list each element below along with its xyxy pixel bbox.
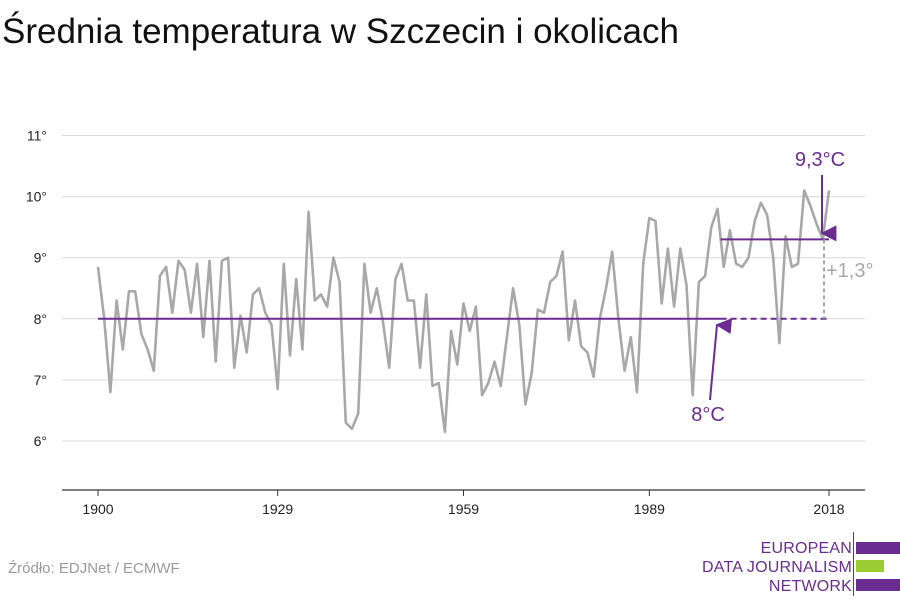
logo-bar-purple-1: [856, 542, 900, 554]
x-tick-label: 1929: [262, 501, 293, 517]
annotations: 9,3°C 8°C +1,3°: [691, 149, 873, 426]
logo-line-2: DATA JOURNALISM: [702, 559, 852, 576]
baseline-label: 8°C: [691, 404, 725, 426]
logo-divider: [853, 532, 854, 596]
x-tick-label: 1959: [448, 501, 479, 517]
x-tick-label: 1900: [82, 501, 113, 517]
y-tick-label: 6°: [34, 433, 47, 449]
recent-average-label: 9,3°C: [795, 149, 845, 171]
x-tick-label: 2018: [813, 501, 844, 517]
delta-label: +1,3°: [826, 260, 873, 282]
y-tick-label: 11°: [27, 128, 47, 144]
logo-bar-green: [856, 560, 884, 572]
logo-line-3: NETWORK: [768, 578, 852, 595]
y-tick-label: 8°: [34, 311, 47, 327]
temperature-line: [96, 189, 831, 434]
chart-title: Średnia temperatura w Szczecin i okolica…: [2, 12, 679, 51]
temperature-series: [96, 189, 831, 434]
gridlines: [62, 135, 865, 442]
y-tick-label: 10°: [26, 189, 47, 205]
reference-lines: [98, 238, 829, 320]
source-note: Źródło: EDJNet / ECMWF: [8, 560, 180, 577]
logo-line-1: EUROPEAN: [760, 540, 852, 557]
y-tick-label: 7°: [34, 372, 47, 388]
edjnet-logo: EUROPEAN DATA JOURNALISM NETWORK: [700, 532, 900, 598]
baseline-arrow: [709, 318, 733, 401]
x-tick-label: 1989: [634, 501, 665, 517]
logo-bar-purple-2: [856, 579, 900, 591]
y-tick-label: 9°: [34, 250, 47, 266]
x-axis: 1900 1929 1959 1989 2018: [62, 489, 865, 517]
y-axis-ticks: 6° 7° 8° 9° 10° 11°: [26, 128, 47, 450]
